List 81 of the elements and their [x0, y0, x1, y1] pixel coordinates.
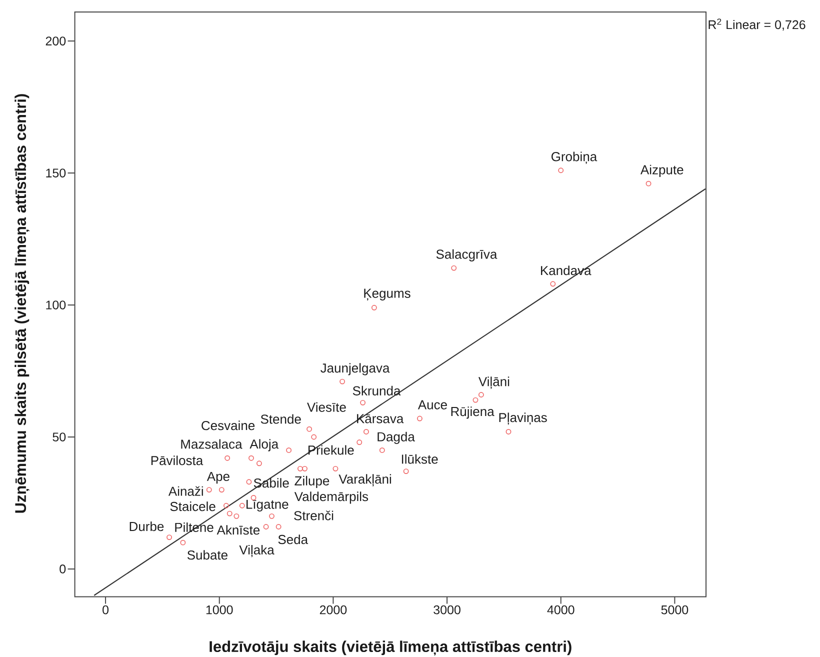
y-tick-label: 50	[52, 432, 66, 442]
annotation: Salacgrīva	[436, 249, 498, 262]
point	[403, 468, 409, 474]
annotation: Staicele	[170, 502, 216, 512]
annotation: Viļaka	[239, 544, 274, 558]
x-tick-label: 5000	[661, 605, 688, 614]
point	[416, 416, 422, 422]
point	[356, 440, 362, 445]
y-tick-label: 0	[60, 564, 66, 574]
point	[248, 455, 254, 461]
annotation: Aloja	[250, 439, 279, 452]
x-tick-label: 0	[102, 605, 109, 614]
point	[360, 400, 366, 406]
y-tick-label: 200	[46, 36, 66, 46]
point	[340, 378, 346, 384]
point	[478, 392, 484, 398]
point	[646, 180, 652, 186]
x-tick-label: 2000	[320, 605, 347, 614]
annotation: Skrunda	[352, 386, 401, 396]
point	[239, 502, 245, 508]
annotation: Aknīste	[216, 525, 260, 535]
point	[451, 265, 457, 271]
point	[332, 466, 338, 472]
annotation: Ilūkste	[402, 454, 438, 464]
annotation: Dagda	[378, 432, 415, 444]
point	[558, 168, 564, 174]
annotation: Subate	[187, 550, 228, 560]
annotation: Valdemārpils	[294, 492, 368, 504]
annotation: Grobiņa	[552, 152, 598, 164]
point	[550, 281, 556, 287]
y-axis-title: Uzņēmumu skaits pilsētā (vietējā līmeņa attīstības centri)	[14, 94, 30, 513]
annotation: Strenči	[294, 510, 334, 520]
annotation: Jaunjelgava	[320, 363, 390, 376]
y-tick-label: 150	[46, 168, 66, 178]
point	[306, 426, 312, 432]
point	[302, 466, 308, 472]
point	[263, 524, 269, 530]
annotation: Varakļāni	[338, 474, 392, 486]
annotation: Seda	[278, 534, 308, 544]
point	[166, 534, 172, 540]
annotation: Pāvilosta	[151, 456, 204, 466]
point	[246, 479, 252, 485]
annotation: Aizpute	[640, 164, 684, 177]
point	[180, 540, 186, 546]
x-tick-label: 4000	[547, 605, 574, 614]
point	[256, 460, 262, 466]
annotation: Ķegums	[364, 288, 410, 300]
point	[224, 455, 230, 461]
annotation: Stende	[260, 414, 301, 424]
annotation: Zilupe	[294, 476, 330, 488]
annotation: Auce	[418, 400, 447, 410]
annotation: Pļaviņas	[499, 412, 547, 425]
point	[311, 434, 317, 440]
annotation: Līgatne	[246, 500, 288, 512]
point	[371, 304, 377, 310]
text: R$^{2}$ Linear = 0,726	[708, 18, 806, 31]
point	[363, 428, 369, 434]
annotation: Mazsalaca	[181, 439, 242, 449]
point	[297, 466, 303, 472]
point	[234, 513, 240, 519]
x-axis-title: Iedzīvotāju skaits (vietējā līmeņa attīstības centri)	[210, 640, 572, 656]
point	[223, 502, 229, 508]
y-tick-label: 100	[46, 300, 66, 310]
point	[379, 447, 385, 453]
annotation: Durbe	[130, 522, 164, 532]
point	[506, 428, 512, 434]
annotation: Ape	[206, 472, 230, 484]
annotation: Cesvaine	[202, 420, 255, 430]
point	[206, 487, 212, 493]
annotation: Ainaži	[168, 486, 203, 496]
point	[276, 524, 282, 530]
x-tick-label: 1000	[206, 605, 233, 614]
point	[226, 510, 232, 516]
point	[472, 397, 478, 403]
annotation: Viesīte	[307, 402, 346, 412]
annotation: Rūjiena	[451, 406, 494, 419]
point	[218, 487, 224, 493]
point	[286, 447, 292, 453]
point	[269, 513, 274, 519]
annotation: Viļāni	[478, 376, 510, 389]
x-tick-label: 3000	[434, 605, 460, 614]
